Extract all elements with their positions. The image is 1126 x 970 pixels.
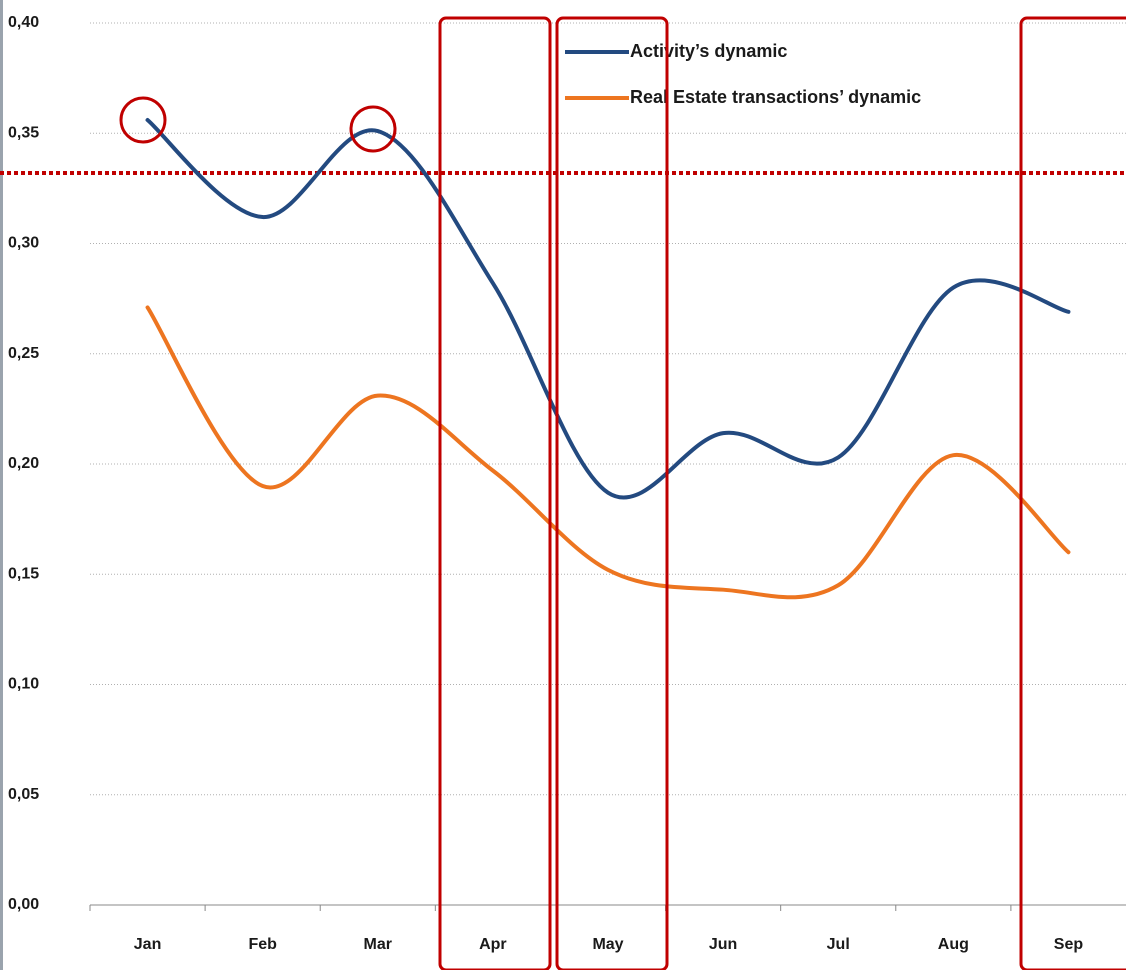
x-tick-label: May: [592, 936, 623, 953]
highlight-box: [555, 16, 669, 970]
x-tick-label: Sep: [1054, 936, 1084, 953]
y-tick-label: 0,00: [8, 896, 39, 913]
y-tick-label: 0,30: [8, 235, 39, 252]
x-tick-label: Jun: [709, 936, 737, 953]
y-tick-label: 0,20: [8, 455, 39, 472]
y-tick-label: 0,35: [8, 124, 39, 141]
y-tick-label: 0,25: [8, 345, 39, 362]
x-tick-label: Feb: [248, 936, 277, 953]
series-line: [145, 305, 1071, 600]
x-tick-label: Aug: [938, 936, 969, 953]
highlight-circle: [119, 96, 167, 144]
y-tick-label: 0,10: [8, 676, 39, 693]
y-tick-label: 0,15: [8, 565, 39, 582]
highlight-box: [1019, 16, 1126, 970]
y-tick-label: 0,05: [8, 786, 39, 803]
x-tick-label: Apr: [479, 936, 507, 953]
plot: 0,00 0,05 0,10 0,15 0,20 0,25 0,30 0,35 0,40 Jan F…: [0, 14, 1126, 953]
series-line: [145, 118, 1071, 500]
x-tick-label: Mar: [364, 936, 392, 953]
left-border: [0, 0, 3, 970]
x-tick-label: Jan: [134, 936, 162, 953]
x-tick-label: Jul: [827, 936, 850, 953]
highlight-box: [438, 16, 552, 970]
legend-label: Activity’s dynamic: [630, 41, 787, 61]
legend-label: Real Estate transactions’ dynamic: [630, 87, 921, 107]
y-tick-label: 0,40: [8, 14, 39, 31]
highlight-circle: [349, 105, 397, 153]
annotations: [119, 16, 1126, 970]
